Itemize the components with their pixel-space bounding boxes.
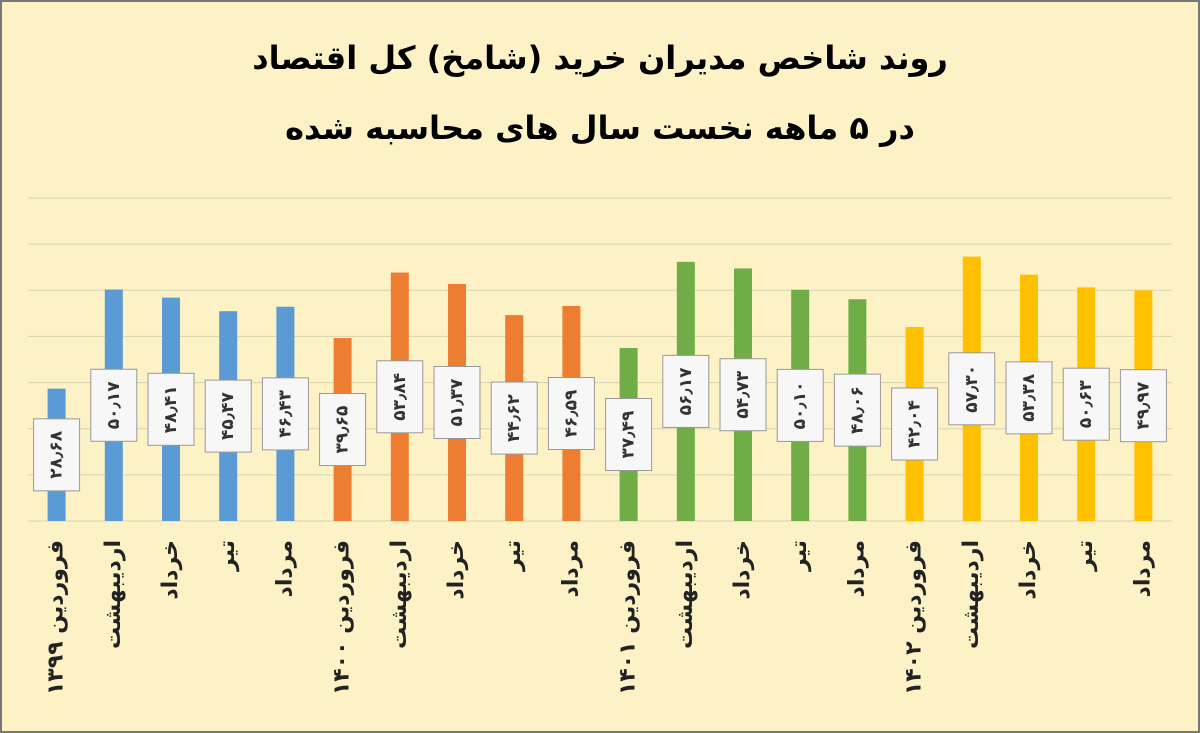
value-label-box [33, 418, 81, 492]
x-tick-label: مرداد [558, 540, 583, 597]
value-label: ۴۹٫۹۷ [1133, 381, 1153, 429]
x-tick-label: خرداد [444, 540, 469, 600]
x-tick-label: فروردین ۱۴۰۰ [330, 540, 355, 695]
value-label: ۴۶٫۵۹ [561, 389, 581, 437]
value-label: ۴۸٫۰۶ [847, 386, 867, 434]
x-tick-label: خرداد [730, 540, 755, 600]
x-tick-label: مرداد [844, 540, 869, 597]
value-label-box [547, 377, 595, 451]
value-label-box [1005, 361, 1053, 435]
value-label: ۴۴٫۶۲ [504, 394, 524, 442]
value-label: ۳۷٫۴۹ [619, 410, 639, 458]
x-tick-label: خرداد [158, 540, 183, 600]
value-label-box [1119, 369, 1167, 443]
x-tick-label: اردیبهشت [673, 540, 698, 649]
value-label: ۵۷٫۳۰ [962, 365, 982, 413]
x-tick-label: تیر [501, 540, 526, 572]
x-tick-label: فروردین ۱۳۹۹ [44, 540, 69, 695]
x-tick-label: مرداد [272, 540, 297, 597]
x-tick-label: مرداد [1130, 540, 1155, 597]
value-label: ۵۰٫۶۳ [1076, 380, 1096, 428]
value-label-box [1062, 367, 1110, 441]
value-label-box [490, 381, 538, 455]
value-label: ۵۴٫۷۳ [733, 370, 753, 418]
x-tick-label: تیر [215, 540, 240, 572]
x-tick-label: خرداد [1016, 540, 1041, 600]
value-label: ۴۵٫۴۷ [218, 392, 238, 440]
value-label-box [605, 398, 653, 472]
x-tick-label: فروردین ۱۴۰۱ [616, 540, 641, 695]
x-tick-label: فروردین ۱۴۰۲ [902, 540, 927, 695]
value-label: ۵۰٫۱۷ [104, 381, 124, 429]
value-label-box [90, 368, 138, 442]
value-label-box [147, 372, 195, 446]
x-tick-label: تیر [787, 540, 812, 572]
chart-title: روند شاخص مدیران خرید (شامخ) کل اقتصاد [252, 39, 948, 77]
x-tick-label: اردیبهشت [387, 540, 412, 649]
x-tick-label: اردیبهشت [101, 540, 126, 649]
chart-subtitle: در ۵ ماهه نخست سال های محاسبه شده [285, 109, 915, 147]
value-label-box [376, 360, 424, 434]
x-tick-label: اردیبهشت [959, 540, 984, 649]
value-label-box [833, 373, 881, 447]
value-label: ۵۶٫۱۷ [676, 367, 696, 415]
value-label-box [948, 352, 996, 426]
value-label: ۳۹٫۶۵ [333, 406, 353, 454]
value-label-box [261, 377, 309, 451]
value-label: ۵۳٫۳۸ [1019, 373, 1039, 421]
value-label-box [662, 354, 710, 428]
value-label: ۴۶٫۴۳ [275, 389, 295, 437]
value-label: ۲۸٫۶۸ [47, 430, 67, 478]
value-label-box [433, 365, 481, 439]
value-label-box [891, 387, 939, 461]
value-label: ۵۳٫۸۴ [390, 373, 410, 421]
value-label-box [204, 379, 252, 453]
value-label: ۵۰٫۱۰ [790, 381, 810, 429]
value-label-box [719, 358, 767, 432]
value-label: ۴۸٫۴۱ [161, 385, 181, 433]
value-label: ۴۲٫۰۴ [905, 400, 925, 448]
value-label-box [319, 393, 367, 467]
value-label: ۵۱٫۳۷ [447, 378, 467, 426]
value-label-box [776, 368, 824, 442]
x-tick-label: تیر [1073, 540, 1098, 572]
